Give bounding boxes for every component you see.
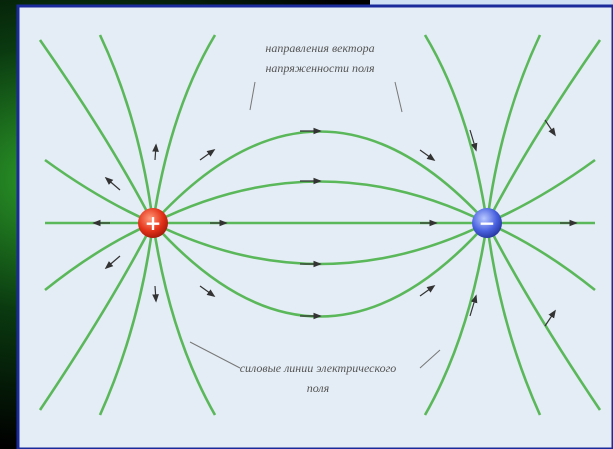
direction-arrows bbox=[92, 119, 578, 327]
field-line bbox=[38, 39, 155, 224]
field-line bbox=[423, 34, 489, 224]
label-line: силовые линии электрического bbox=[240, 361, 397, 375]
frame-top bbox=[370, 0, 613, 6]
pointer-line bbox=[189, 341, 241, 369]
charge-sign: + bbox=[145, 211, 162, 235]
field-line bbox=[485, 222, 542, 416]
pointer-line bbox=[394, 81, 403, 113]
arrow bbox=[152, 143, 159, 161]
label-line: направления вектора bbox=[265, 41, 374, 55]
arrow bbox=[469, 129, 478, 152]
arrow bbox=[419, 149, 436, 161]
field-line bbox=[485, 34, 542, 224]
arrow bbox=[199, 285, 216, 297]
charge-sign: − bbox=[479, 211, 496, 235]
field-lines bbox=[38, 34, 602, 416]
arrow bbox=[469, 294, 478, 317]
arrow bbox=[104, 255, 121, 270]
field-line bbox=[485, 39, 602, 224]
field-line bbox=[151, 34, 217, 224]
negative-charge bbox=[472, 208, 502, 238]
arrow bbox=[152, 285, 159, 303]
arrow bbox=[544, 119, 556, 137]
field-line bbox=[485, 222, 602, 411]
field-line bbox=[98, 222, 155, 416]
arrow bbox=[544, 309, 556, 327]
arrow bbox=[199, 149, 216, 161]
label-line: поля bbox=[307, 381, 330, 395]
positive-charge bbox=[138, 208, 168, 238]
pointer-line bbox=[419, 349, 441, 369]
pointer-line bbox=[249, 81, 256, 111]
field-line bbox=[98, 34, 155, 224]
label-line: напряженности поля bbox=[265, 61, 375, 75]
arrow bbox=[419, 285, 436, 297]
field-line bbox=[423, 222, 489, 416]
field-line bbox=[151, 222, 217, 416]
field-line bbox=[38, 222, 155, 411]
arrow bbox=[104, 176, 121, 191]
